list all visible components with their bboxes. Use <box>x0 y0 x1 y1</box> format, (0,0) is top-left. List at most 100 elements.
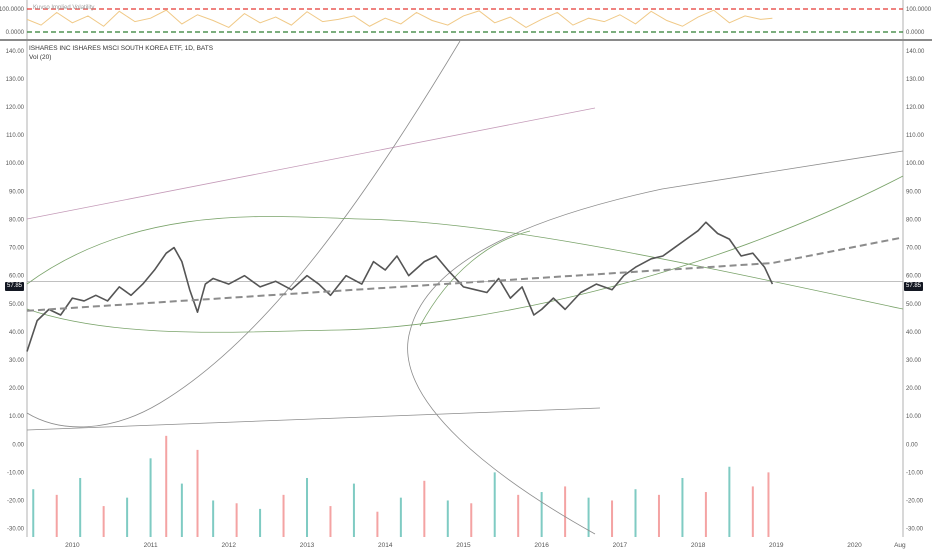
time-tick-label: 2018 <box>691 542 706 549</box>
volume-bar <box>306 477 309 537</box>
volume-bar <box>329 506 332 537</box>
price-plot: 140.00 140.00 130.00 130.00 120.00 120.00 110.… <box>6 40 925 537</box>
price-tick-left: 80.00 <box>9 217 25 223</box>
volatility-line <box>26 9 773 28</box>
time-tick-label: 2013 <box>300 542 315 549</box>
price-tick-right: 100.00 <box>906 161 925 167</box>
time-tick-label: 2017 <box>613 542 628 549</box>
price-tick-left: -20.00 <box>7 498 25 504</box>
volume-bar <box>376 511 379 537</box>
vol-level-left: 0.0000 <box>6 30 25 36</box>
green-ellipse-lower <box>26 175 904 333</box>
volume-bar <box>399 497 402 537</box>
price-pane[interactable]: 140.00 140.00 130.00 130.00 120.00 120.00 110.… <box>0 40 932 537</box>
volume-bar <box>196 449 199 537</box>
price-tick-right: 130.00 <box>906 77 925 83</box>
price-tick-left: 20.00 <box>9 386 25 392</box>
price-tick-left: 10.00 <box>9 414 25 420</box>
volume-bar <box>681 477 684 537</box>
price-tick-left: 60.00 <box>9 274 25 280</box>
price-tick-right: -10.00 <box>906 470 924 476</box>
volume-bar <box>102 506 105 537</box>
volume-bar <box>32 489 35 537</box>
price-tick-right: 20.00 <box>906 386 922 392</box>
volume-bar <box>126 497 129 537</box>
volatility-pane[interactable]: Kuvso Implied Volatility 100.0000 100.0000… <box>0 0 932 40</box>
volatility-label: Kuvso Implied Volatility <box>33 5 94 11</box>
volume-bar <box>352 483 355 537</box>
purple-trendline <box>26 107 596 220</box>
last-price-tag-right: 57.85 <box>904 282 924 291</box>
time-tick-label: 2015 <box>456 542 471 549</box>
price-tick-left: 40.00 <box>9 330 25 336</box>
price-tick-left: 50.00 <box>9 302 25 308</box>
time-tick-label: 2012 <box>222 542 237 549</box>
time-tick-label: 2019 <box>769 542 784 549</box>
green-arc-inner <box>419 230 531 327</box>
time-axis-labels: 2010 2011 2012 2013 2014 2015 2016 2017 2018 2019… <box>65 542 906 549</box>
price-tick-right: 0.00 <box>906 442 918 448</box>
volume-bar <box>540 492 543 537</box>
volume-bar <box>149 458 152 537</box>
volume-bar <box>79 477 82 537</box>
volume-bar <box>180 483 183 537</box>
pane-divider[interactable] <box>0 39 932 41</box>
symbol-title[interactable]: ISHARES INC ISHARES MSCI SOUTH KOREA ETF… <box>29 45 214 52</box>
last-price-tag-left: 57.85 <box>5 282 25 291</box>
volume-bar <box>423 480 426 537</box>
volume-bar <box>493 472 496 537</box>
price-tick-left: 140.00 <box>6 49 25 55</box>
price-tick-right: -30.00 <box>906 527 924 533</box>
vol-level-right: 100.0000 <box>906 7 932 13</box>
price-tick-right: 120.00 <box>906 105 925 111</box>
price-tick-right: 70.00 <box>906 246 922 252</box>
volume-bar <box>634 489 637 537</box>
price-tick-left: -30.00 <box>7 527 25 533</box>
time-tick-label: 2014 <box>378 542 393 549</box>
volume-bar <box>611 500 614 537</box>
volume-bar <box>259 508 262 537</box>
time-tick-label: 2011 <box>144 542 158 549</box>
volume-bar <box>55 494 58 537</box>
green-ellipse-upper <box>26 216 904 310</box>
volume-bar <box>165 435 168 537</box>
volume-bar <box>470 503 473 537</box>
time-tick-label: 2016 <box>534 542 549 549</box>
price-tick-left: 90.00 <box>9 189 25 195</box>
price-tick-left: 100.00 <box>6 161 25 167</box>
price-tick-left: 110.00 <box>6 133 25 139</box>
vol-level-left: 100.0000 <box>0 7 25 13</box>
price-tick-left: 130.00 <box>6 77 25 83</box>
volume-bar <box>235 503 238 537</box>
price-tick-right: -20.00 <box>906 498 924 504</box>
volatility-plot: Kuvso Implied Volatility 100.0000 100.0000… <box>0 0 932 40</box>
volume-legend[interactable]: Vol (20) <box>29 54 52 61</box>
price-tick-right: 40.00 <box>906 330 922 336</box>
volume-bar <box>587 497 590 537</box>
price-tick-left: -10.00 <box>7 470 25 476</box>
volume-bar <box>446 500 449 537</box>
price-tick-right: 10.00 <box>906 414 922 420</box>
price-tick-left: 30.00 <box>9 358 25 364</box>
price-tick-right: 140.00 <box>906 49 925 55</box>
price-tick-left: 0.00 <box>12 442 24 448</box>
volume-bar <box>704 492 707 537</box>
volume-bar <box>282 494 285 537</box>
price-tick-right: 80.00 <box>906 217 922 223</box>
volume-bar <box>751 486 754 537</box>
volume-bar <box>728 466 731 537</box>
vol-level-right: 0.0000 <box>906 30 925 36</box>
price-tick-right: 30.00 <box>906 358 922 364</box>
price-tick-left: 120.00 <box>6 105 25 111</box>
price-line <box>26 221 774 352</box>
price-tick-right: 60.00 <box>906 274 922 280</box>
gray-arc <box>407 150 904 535</box>
volume-bar <box>767 472 770 537</box>
price-tick-right: 110.00 <box>906 133 925 139</box>
price-tick-left: 70.00 <box>9 246 25 252</box>
gray-trendline <box>26 407 601 431</box>
time-axis[interactable]: 2010 2011 2012 2013 2014 2015 2016 2017 2018 2019… <box>0 537 932 550</box>
time-tick-label: 2010 <box>65 542 80 549</box>
volume-bar <box>517 494 520 537</box>
time-tick-label: 2020 <box>847 542 862 549</box>
